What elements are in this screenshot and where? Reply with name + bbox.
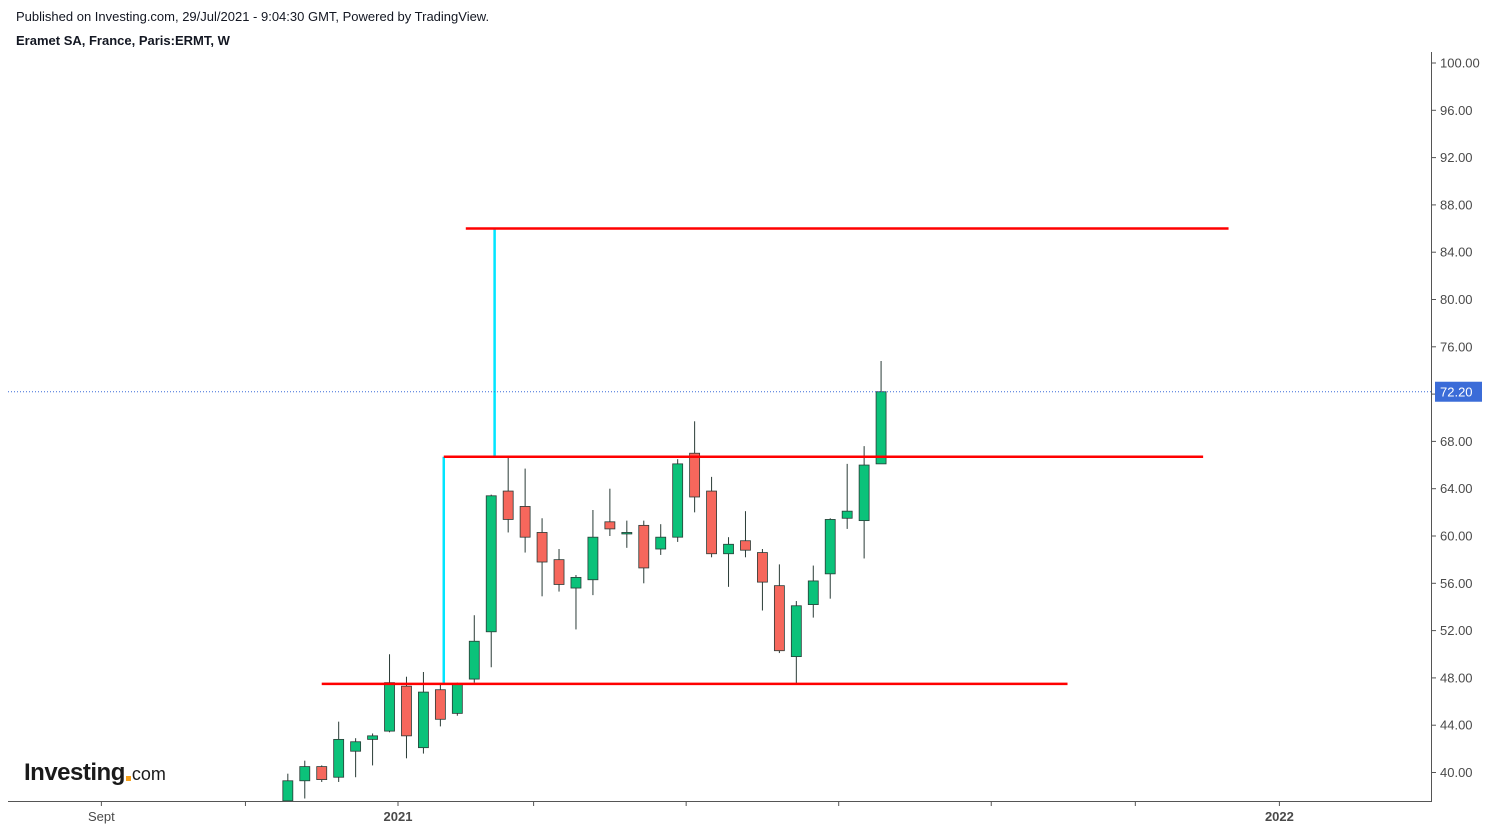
price-tick-label: 68.00	[1440, 434, 1473, 449]
price-tick-label: 40.00	[1440, 765, 1473, 780]
publish-info: Published on Investing.com, 29/Jul/2021 …	[16, 9, 490, 24]
candle-body	[384, 682, 395, 732]
candle-body	[282, 780, 294, 801]
candle-body	[299, 766, 311, 782]
candle-body	[570, 576, 582, 589]
candle-body	[553, 559, 565, 585]
candle-body	[502, 490, 514, 520]
candle-body	[757, 552, 768, 583]
candle-body	[858, 464, 870, 522]
time-tick-label: Sept	[88, 809, 115, 824]
candle-body	[350, 741, 362, 752]
chart-title: Eramet SA, France, Paris:ERMT, W	[16, 33, 230, 48]
logo-dot-icon	[125, 776, 131, 781]
price-tick-label: 84.00	[1440, 245, 1473, 260]
candle-body	[587, 536, 599, 581]
candle-body	[672, 463, 684, 538]
candle-body	[740, 540, 751, 551]
candle-body	[706, 490, 717, 555]
candle-body	[485, 495, 497, 633]
price-tick-label: 60.00	[1440, 529, 1473, 544]
candle-body	[536, 532, 548, 563]
candle-body	[790, 605, 802, 658]
price-tick-label: 64.00	[1440, 481, 1473, 496]
candle-body	[773, 585, 785, 652]
candle-body	[655, 536, 667, 550]
price-tick-label: 80.00	[1440, 292, 1473, 307]
last-price-label: 72.20	[1440, 385, 1473, 400]
price-axis: 100.0096.0092.0088.0084.0080.0076.0072.0…	[1431, 52, 1480, 801]
candle-body	[367, 735, 378, 740]
price-tick-label: 92.00	[1440, 150, 1473, 165]
price-tick-label: 88.00	[1440, 197, 1473, 212]
candles-layer	[282, 360, 887, 801]
candle-body	[434, 689, 446, 720]
time-axis: Sept 2021 2022	[8, 801, 1432, 824]
price-tick-label: 52.00	[1440, 623, 1473, 638]
price-tick-label: 100.00	[1440, 56, 1480, 71]
price-tick-label: 96.00	[1440, 103, 1473, 118]
candle-body	[316, 766, 328, 780]
candle-body	[824, 519, 836, 575]
candle-body	[638, 524, 650, 569]
candle-body	[418, 691, 429, 749]
last-price-layer: 72.20	[8, 381, 1482, 402]
candle-body	[621, 532, 633, 535]
candle-body	[689, 452, 701, 498]
price-tick-label: 44.00	[1440, 718, 1473, 733]
time-tick-label: 2022	[1265, 809, 1294, 824]
candle-body	[604, 521, 616, 530]
candle-body	[807, 580, 819, 605]
candle-body	[468, 640, 480, 680]
candle-body	[841, 510, 853, 519]
candle-body	[401, 685, 412, 737]
price-tick-label: 48.00	[1440, 670, 1473, 685]
candle-body	[875, 391, 887, 465]
candle-body	[451, 683, 463, 714]
candle-body	[333, 738, 345, 778]
logo-suffix: com	[131, 764, 166, 784]
last-price-tag	[1435, 381, 1482, 402]
candle-body	[723, 543, 734, 555]
logo-wordmark: Investing	[24, 759, 125, 786]
candle-body	[519, 506, 531, 538]
levels-layer	[321, 227, 1229, 686]
price-tick-label: 76.00	[1440, 339, 1473, 354]
price-tick-label: 56.00	[1440, 576, 1473, 591]
time-tick-label: 2021	[384, 809, 413, 824]
investing-logo: Investing com	[24, 759, 166, 787]
